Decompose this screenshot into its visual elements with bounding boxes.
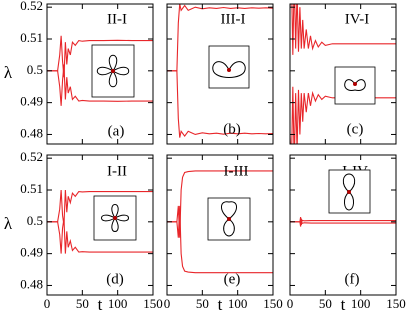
x-tick-label: 150 bbox=[143, 296, 163, 311]
inset-c bbox=[334, 66, 376, 105]
panel-frame bbox=[289, 154, 397, 296]
curve bbox=[290, 218, 396, 227]
x-axis-label: t bbox=[98, 295, 103, 314]
x-tick-label: 150 bbox=[386, 296, 406, 311]
y-axis-label: λ bbox=[4, 214, 13, 233]
y-tick-label: 0.5 bbox=[27, 62, 43, 77]
panel-title: IV-I bbox=[345, 11, 369, 27]
panel-title: III-I bbox=[221, 11, 246, 27]
y-tick-label: 0.52 bbox=[20, 149, 43, 164]
panel-label: (f) bbox=[345, 271, 360, 287]
inset-e bbox=[207, 197, 251, 241]
curve bbox=[47, 189, 153, 226]
y-axis-label: λ bbox=[4, 63, 13, 82]
curve bbox=[290, 4, 396, 55]
panel-label: (b) bbox=[223, 121, 241, 137]
panel-frame bbox=[166, 3, 274, 145]
y-tick-label: 0.52 bbox=[20, 0, 43, 13]
x-tick-label: 50 bbox=[196, 296, 209, 311]
x-tick-label: 0 bbox=[287, 296, 294, 311]
curve bbox=[47, 64, 153, 106]
x-tick-label: 0 bbox=[44, 296, 51, 311]
curve bbox=[167, 205, 273, 274]
curve bbox=[290, 216, 396, 226]
panel-title: I-II bbox=[107, 163, 127, 179]
y-tick-label: 0.49 bbox=[20, 245, 43, 260]
x-axis-label: t bbox=[341, 295, 346, 314]
inset-a bbox=[91, 44, 135, 98]
inset-f bbox=[328, 169, 371, 214]
panel-title: II-I bbox=[107, 11, 127, 27]
x-tick-label: 0 bbox=[164, 296, 171, 311]
y-tick-label: 0.48 bbox=[20, 125, 43, 140]
y-tick-label: 0.51 bbox=[20, 30, 43, 45]
panel-label: (a) bbox=[108, 123, 125, 139]
panel-frame bbox=[289, 3, 397, 145]
panel-title: I-III bbox=[224, 163, 249, 179]
panel-label: (e) bbox=[224, 271, 241, 287]
x-tick-label: 100 bbox=[351, 296, 371, 311]
curve bbox=[47, 218, 153, 254]
panel-frame bbox=[46, 3, 154, 145]
x-tick-label: 150 bbox=[263, 296, 283, 311]
x-axis-label: t bbox=[218, 295, 223, 314]
x-tick-label: 50 bbox=[76, 296, 89, 311]
curve bbox=[290, 86, 396, 144]
inset-b bbox=[208, 45, 250, 89]
y-tick-label: 0.51 bbox=[20, 181, 43, 196]
curve bbox=[47, 35, 153, 78]
panel-label: (d) bbox=[106, 271, 124, 287]
x-tick-label: 100 bbox=[228, 296, 248, 311]
panel-label: (c) bbox=[347, 121, 364, 137]
curve bbox=[167, 70, 273, 138]
inset-d bbox=[93, 195, 137, 241]
y-tick-label: 0.49 bbox=[20, 94, 43, 109]
x-tick-label: 50 bbox=[319, 296, 332, 311]
panel-frame bbox=[166, 154, 274, 296]
y-tick-label: 0.5 bbox=[27, 213, 43, 228]
curve bbox=[167, 4, 273, 72]
y-tick-label: 0.48 bbox=[20, 276, 43, 291]
x-tick-label: 100 bbox=[108, 296, 128, 311]
panel-frame bbox=[46, 154, 154, 296]
insets bbox=[91, 44, 376, 241]
